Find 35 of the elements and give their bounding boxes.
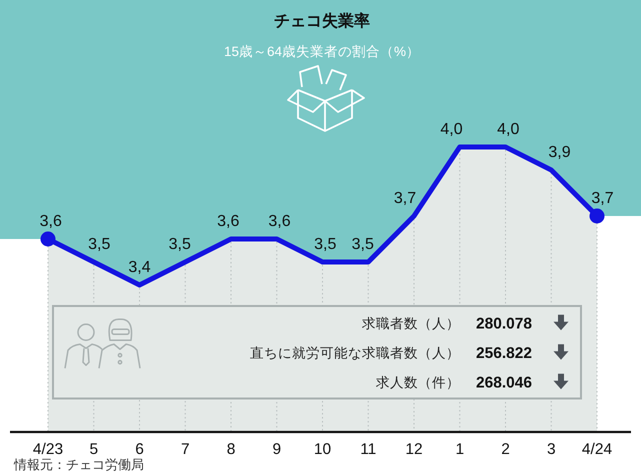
x-tick-label: 9 [272, 441, 282, 458]
text: 求人数（件） [376, 374, 460, 390]
data-label: 3,5 [314, 236, 336, 253]
x-tick-label: 4/24 [582, 441, 612, 458]
data-label: 3,7 [591, 190, 614, 207]
data-label: 3,5 [352, 236, 374, 253]
data-label: 4,0 [440, 121, 463, 138]
data-label: 3,7 [394, 190, 416, 207]
x-tick-label: 7 [180, 441, 190, 458]
data-label: 3,6 [268, 213, 291, 230]
x-tick-label: 6 [135, 441, 144, 458]
data-label: 3,5 [168, 236, 191, 253]
x-tick-label: 10 [314, 441, 332, 458]
text: 求職者数（人） [362, 316, 460, 331]
x-tick-label: 2 [501, 441, 510, 458]
chart-subtitle: 15歳～64歳失業者の割合（%） [224, 44, 420, 59]
data-label: 4,0 [497, 121, 520, 138]
text: 280.078 [476, 315, 532, 332]
data-label: 3,4 [128, 259, 151, 276]
text: 情報元：チェコ労働局 [13, 457, 144, 472]
data-label: 3,9 [548, 144, 571, 161]
x-tick-label: 1 [455, 441, 464, 458]
text: 直ちに就労可能な求職者数（人） [250, 345, 460, 360]
chart-title: チェコ失業率 [274, 11, 370, 30]
x-tick-label: 12 [405, 441, 423, 458]
text: 268.046 [476, 374, 532, 392]
data-label: 3,6 [40, 213, 62, 230]
x-tick-label: 5 [89, 441, 98, 458]
text: 256.822 [476, 344, 532, 362]
x-tick-label: 11 [360, 441, 376, 458]
x-tick-label: 8 [226, 441, 236, 458]
x-tick-label: 4/23 [32, 441, 64, 458]
x-tick-label: 3 [546, 441, 556, 458]
data-label: 3,6 [217, 213, 240, 230]
data-label: 3,5 [88, 236, 110, 253]
